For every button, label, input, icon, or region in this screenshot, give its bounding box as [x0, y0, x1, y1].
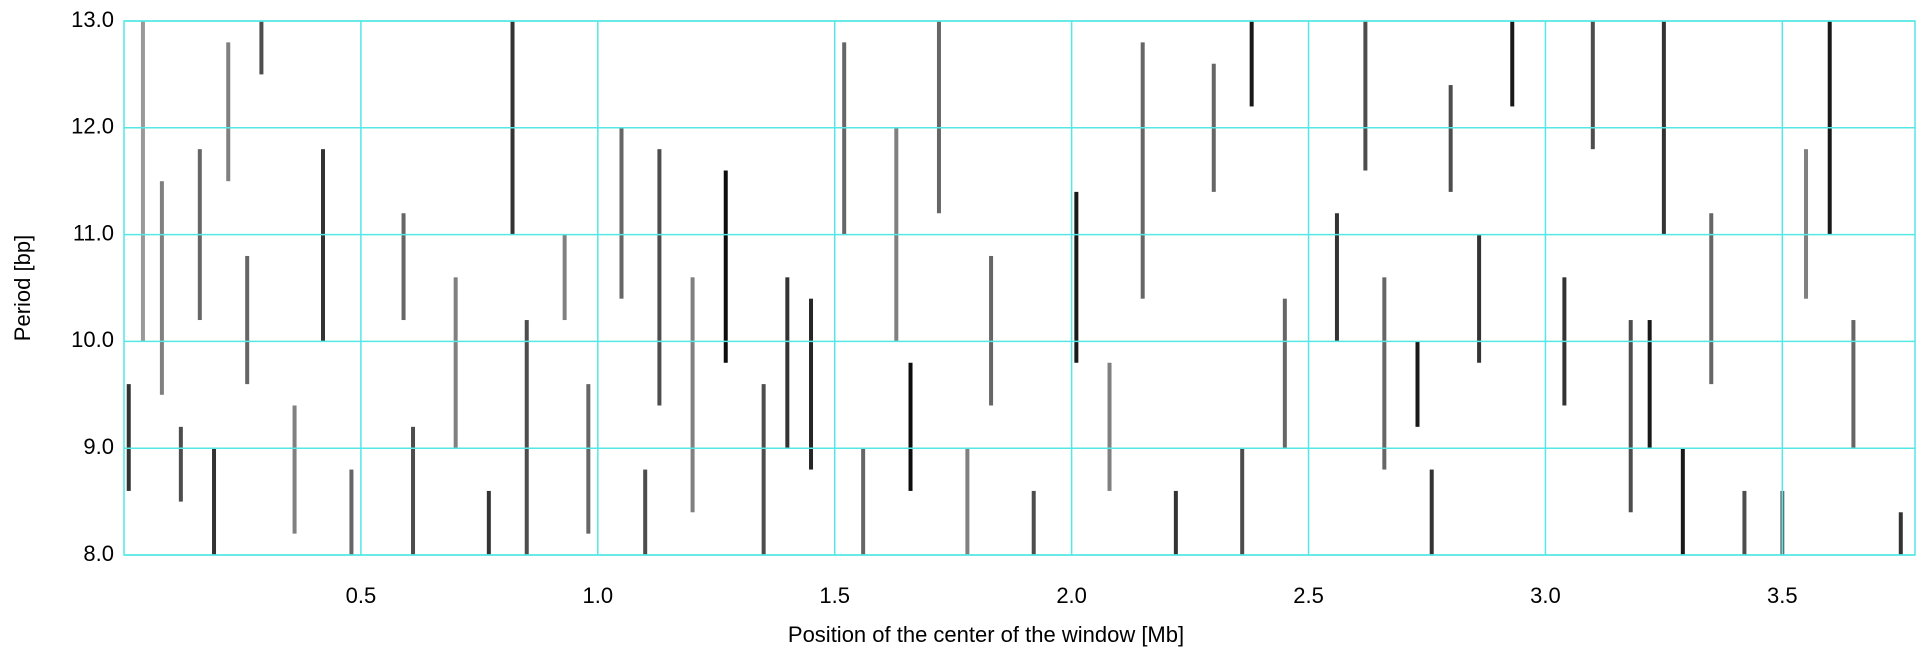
heat-streak	[1742, 490, 1747, 555]
y-axis-label: Period [bp]	[10, 235, 35, 341]
heat-streak	[1415, 341, 1420, 427]
heat-streak	[1477, 234, 1482, 363]
heat-streak	[292, 405, 297, 534]
heat-streak	[126, 384, 131, 491]
heat-streak	[1173, 490, 1178, 555]
heat-streak	[1510, 21, 1515, 107]
heat-streak	[989, 255, 994, 406]
heat-streak	[861, 448, 866, 555]
heat-streak	[619, 127, 624, 299]
x-axis-label: Position of the center of the window [Mb…	[788, 622, 1184, 647]
heat-streak	[1074, 191, 1079, 363]
x-tick-label: 3.0	[1530, 583, 1561, 608]
heat-streak	[936, 21, 941, 214]
heat-streak	[1590, 21, 1595, 150]
heat-streak	[401, 213, 406, 321]
x-tick-label: 1.0	[583, 583, 614, 608]
heat-streak	[1140, 42, 1145, 299]
heat-streak	[1382, 277, 1387, 470]
heat-streak	[761, 384, 766, 555]
heat-streak	[657, 149, 662, 406]
heat-streak	[1429, 469, 1434, 555]
heat-streak	[349, 469, 354, 555]
heat-streak	[643, 469, 648, 555]
y-tick-label: 12.0	[71, 114, 114, 139]
y-tick-label: 13.0	[71, 7, 114, 32]
heat-streak	[1680, 448, 1685, 555]
heat-streak	[1898, 512, 1903, 555]
y-tick-label: 9.0	[83, 434, 114, 459]
x-tick-label: 0.5	[346, 583, 377, 608]
heat-streak	[1334, 213, 1339, 342]
x-tick-label: 2.5	[1293, 583, 1324, 608]
heat-streak	[1240, 448, 1245, 555]
heat-streak	[226, 42, 231, 182]
heat-streak	[1363, 21, 1368, 171]
heat-streak	[486, 490, 491, 555]
heat-streak	[524, 320, 529, 555]
heat-streak	[1628, 320, 1633, 513]
heat-streak	[1647, 320, 1652, 449]
plot-frame	[123, 20, 1916, 556]
heat-streak	[723, 170, 728, 363]
heat-streak	[690, 277, 695, 513]
x-tick-label: 2.0	[1056, 583, 1087, 608]
heat-streak	[809, 298, 814, 470]
heat-streak	[212, 448, 217, 555]
heat-streak	[411, 426, 416, 555]
heat-streak	[1031, 490, 1036, 555]
heat-streak	[1804, 149, 1809, 299]
heat-streak	[178, 426, 183, 502]
heat-streak	[1448, 85, 1453, 192]
heat-streak	[785, 277, 790, 449]
x-tick-label: 3.5	[1767, 583, 1798, 608]
heat-streak	[321, 149, 325, 342]
heat-streak	[1851, 320, 1856, 449]
y-tick-label: 11.0	[73, 220, 114, 245]
heat-streak	[562, 234, 567, 321]
y-tick-label: 10.0	[71, 327, 114, 352]
heat-streak	[842, 42, 847, 235]
heat-streak	[1709, 213, 1714, 385]
x-tick-label: 1.5	[819, 583, 850, 608]
heat-streak	[1282, 298, 1287, 449]
heat-streak	[965, 448, 970, 555]
heat-streak	[586, 384, 591, 534]
heat-streak	[1249, 21, 1254, 107]
heat-streak	[453, 277, 458, 449]
heat-streak	[259, 21, 264, 75]
heat-streak	[1107, 362, 1112, 491]
y-tick-label: 8.0	[83, 541, 114, 566]
heat-streak	[245, 255, 250, 385]
heat-streak	[908, 362, 913, 491]
heat-streak	[159, 181, 164, 395]
heat-streak	[140, 21, 145, 342]
